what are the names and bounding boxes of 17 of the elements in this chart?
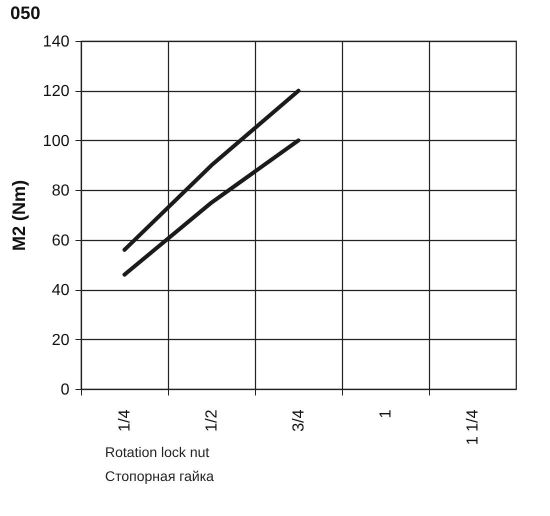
x-tick-label: 1 1/4	[464, 409, 482, 446]
x-tick-label: 3/4	[290, 409, 308, 432]
x-tick-label: 1/2	[204, 409, 220, 432]
y-tick-label: 20	[52, 332, 70, 349]
y-tick-label: 120	[42, 83, 70, 100]
x-tick-label: 1/4	[116, 409, 134, 432]
y-axis-title: M2 (Nm)	[8, 180, 29, 251]
chart-title: 050	[10, 3, 40, 23]
y-tick-label: 80	[52, 182, 70, 200]
text: Стопорная гайка	[105, 467, 214, 486]
y-tick-label: 140	[42, 34, 70, 50]
y-tick-label: 60	[52, 232, 70, 250]
y-tick-label: 100	[42, 132, 70, 150]
text: Rotation lock nut	[105, 443, 210, 462]
y-tick-label: 0	[60, 382, 70, 398]
y-tick-label: 40	[52, 282, 70, 300]
x-tick-label: 1	[378, 409, 394, 418]
